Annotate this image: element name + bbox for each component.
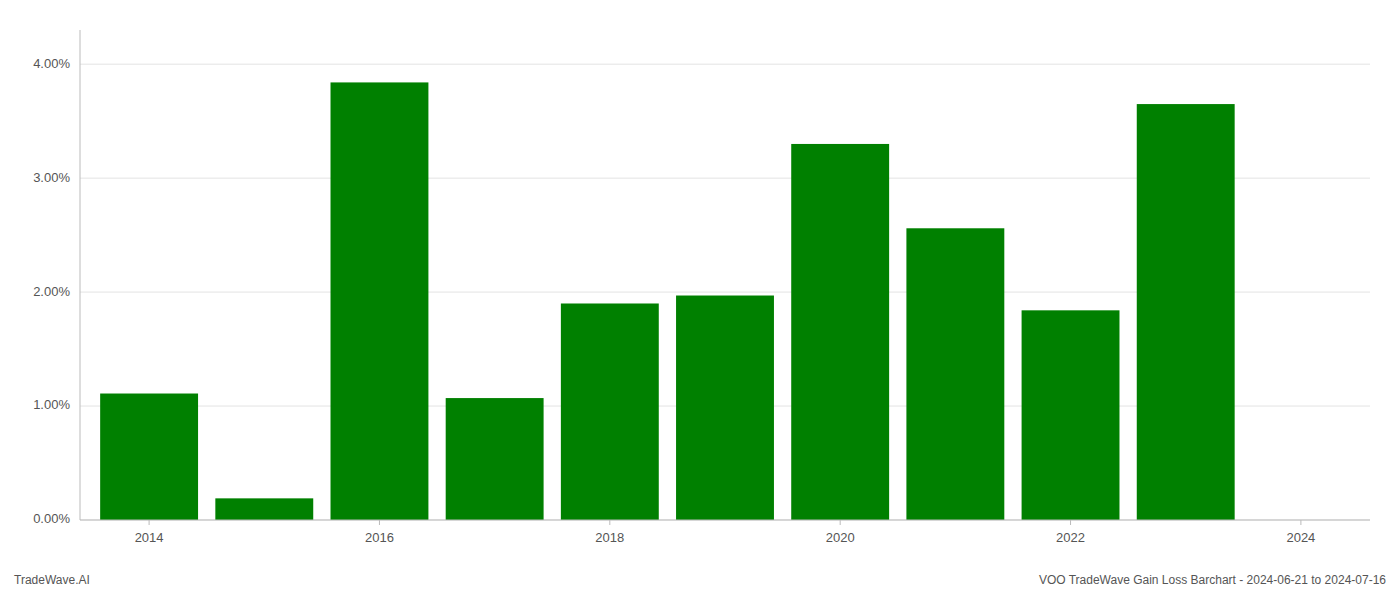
x-tick-label: 2022 xyxy=(1056,530,1085,545)
x-tick-label: 2024 xyxy=(1286,530,1315,545)
y-grid xyxy=(80,64,1370,520)
y-tick-label: 0.00% xyxy=(33,511,70,526)
y-axis-line xyxy=(80,30,81,520)
x-tick xyxy=(609,520,610,525)
x-tick xyxy=(1070,520,1071,525)
footer: TradeWave.AI VOO TradeWave Gain Loss Barc… xyxy=(14,573,1386,587)
x-tick-label: 2016 xyxy=(365,530,394,545)
y-tick-label: 3.00% xyxy=(33,170,70,185)
bar xyxy=(906,228,1004,520)
chart-container: 0.00% 1.00% 2.00% 3.00% 4.00% 2014 2016 2018 202… xyxy=(0,0,1400,600)
x-tick-label: 2014 xyxy=(135,530,164,545)
y-tick-label: 4.00% xyxy=(33,56,70,71)
chart-svg: 0.00% 1.00% 2.00% 3.00% 4.00% 2014 2016 2018 202… xyxy=(0,0,1400,600)
bar xyxy=(215,498,313,520)
grid-line xyxy=(80,64,1370,65)
x-tick xyxy=(379,520,380,525)
bars xyxy=(100,82,1235,520)
footer-text: TradeWave.AI xyxy=(14,573,90,587)
bar xyxy=(100,394,198,520)
y-axis: 0.00% 1.00% 2.00% 3.00% 4.00% xyxy=(33,30,80,526)
background xyxy=(0,0,1400,600)
bar xyxy=(676,296,774,520)
x-tick xyxy=(840,520,841,525)
bar xyxy=(1137,104,1235,520)
bar xyxy=(1022,310,1120,520)
x-tick xyxy=(1300,520,1301,525)
grid-line xyxy=(80,520,1370,521)
y-tick-label: 1.00% xyxy=(33,397,70,412)
x-tick-label: 2018 xyxy=(595,530,624,545)
footer-text: VOO TradeWave Gain Loss Barchart - 2024-… xyxy=(1039,573,1386,587)
x-axis-line xyxy=(80,520,1370,521)
bar xyxy=(791,144,889,520)
bar xyxy=(446,398,544,520)
y-tick-label: 2.00% xyxy=(33,284,70,299)
bar xyxy=(331,82,429,520)
x-axis: 2014 2016 2018 2020 2022 2024 xyxy=(80,520,1370,545)
x-tick xyxy=(149,520,150,525)
bar xyxy=(561,303,659,520)
x-tick-label: 2020 xyxy=(826,530,855,545)
